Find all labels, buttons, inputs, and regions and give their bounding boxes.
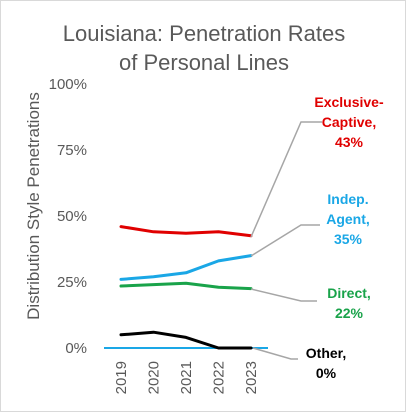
series-label-exclusive-captive: Exclusive- xyxy=(314,94,384,110)
series-label-indep-agent: Agent, xyxy=(326,211,370,227)
x-tick-label: 2021 xyxy=(178,361,195,394)
y-tick-label: 100% xyxy=(49,76,87,93)
series-line-indep-agent xyxy=(119,254,253,281)
series-label-other: Other, xyxy=(306,345,346,361)
y-axis-label: Distribution Style Penetrations xyxy=(24,92,43,320)
series-lines xyxy=(104,225,268,350)
series-line-exclusive-captive xyxy=(119,225,253,238)
x-tick-label: 2023 xyxy=(243,361,260,394)
series-label-exclusive-captive: Captive, xyxy=(322,114,376,130)
leader-line-other xyxy=(252,347,298,360)
series-line-direct xyxy=(119,281,253,291)
label-leader-lines xyxy=(250,121,322,360)
leader-line-direct xyxy=(250,288,317,302)
chart-title-line-1: Louisiana: Penetration Rates xyxy=(63,21,346,46)
series-label-indep-agent: Indep. xyxy=(327,191,368,207)
y-tick-label: 25% xyxy=(57,274,87,291)
series-labels: Exclusive- Captive, 43% Indep. Agent, 35% Dire… xyxy=(306,94,384,381)
x-tick-label: 2022 xyxy=(211,361,228,394)
series-label-other: 0% xyxy=(316,365,337,381)
y-tick-label: 75% xyxy=(57,142,87,159)
chart-title-line-2: of Personal Lines xyxy=(119,50,289,75)
series-label-direct: Direct, xyxy=(327,285,371,301)
leader-line-exclusive-captive xyxy=(250,121,322,238)
x-tick-labels: 2019 2020 2021 2022 2023 xyxy=(113,361,260,394)
y-tick-label: 50% xyxy=(57,208,87,225)
series-label-direct: 22% xyxy=(335,305,364,321)
x-tick-label: 2019 xyxy=(113,361,130,394)
y-tick-labels: 0% 25% 50% 75% 100% xyxy=(49,76,87,357)
series-label-exclusive-captive: 43% xyxy=(335,134,364,150)
leader-line-indep-agent xyxy=(250,224,320,257)
x-tick-label: 2020 xyxy=(146,361,163,394)
y-tick-label: 0% xyxy=(65,340,87,357)
series-label-indep-agent: 35% xyxy=(334,231,363,247)
series-line-other xyxy=(119,330,253,350)
